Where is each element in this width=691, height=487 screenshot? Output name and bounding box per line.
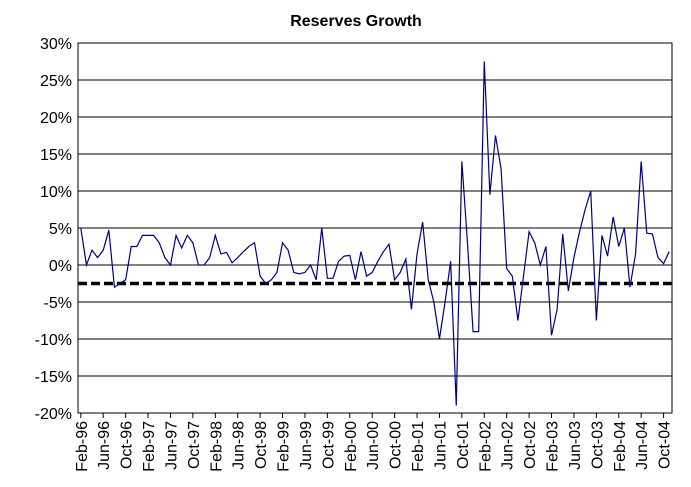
x-tick-label: Oct-02 (522, 421, 539, 469)
x-tick-label: Oct-97 (186, 421, 203, 469)
y-tick-label: 15% (40, 147, 72, 164)
x-tick-label: Feb-02 (477, 421, 494, 472)
y-tick-label: 0% (49, 258, 72, 275)
x-tick-label: Jun-96 (96, 421, 113, 470)
x-tick-label: Oct-98 (253, 421, 270, 469)
x-tick-label: Jun-97 (163, 421, 180, 470)
plot-border (77, 42, 673, 414)
y-tick-label: -5% (44, 295, 72, 312)
y-tick-label: 30% (40, 36, 72, 53)
x-tick-label: Feb-01 (410, 421, 427, 472)
x-tick-label: Oct-03 (589, 421, 606, 469)
x-tick-label: Oct-01 (455, 421, 472, 469)
x-tick-label: Feb-96 (74, 421, 91, 472)
x-tick-label: Oct-00 (388, 421, 405, 469)
x-tick-label: Feb-00 (343, 421, 360, 472)
x-tick-label: Jun-00 (365, 421, 382, 470)
y-tick-label: -20% (35, 406, 72, 423)
y-tick-label: -10% (35, 332, 72, 349)
series-line (80, 61, 670, 406)
x-tick-label: Jun-03 (567, 421, 584, 470)
x-tick-label: Feb-97 (141, 421, 158, 472)
y-tick-label: 5% (49, 221, 72, 238)
x-tick-label: Oct-04 (657, 421, 674, 469)
x-tick-label: Feb-98 (208, 421, 225, 472)
x-tick-label: Oct-96 (119, 421, 136, 469)
x-tick-label: Feb-04 (612, 421, 629, 472)
x-tick-label: Jun-99 (298, 421, 315, 470)
y-tick-label: 25% (40, 73, 72, 90)
x-tick-label: Feb-99 (276, 421, 293, 472)
x-tick-label: Feb-03 (545, 421, 562, 472)
x-tick-label: Jun-98 (231, 421, 248, 470)
y-tick-label: 10% (40, 184, 72, 201)
x-tick-label: Jun-04 (634, 421, 651, 470)
y-tick-label: -15% (35, 369, 72, 386)
chart-title: Reserves Growth (290, 13, 422, 30)
x-tick-label: Jun-01 (432, 421, 449, 470)
y-tick-label: 20% (40, 110, 72, 127)
x-tick-label: Oct-99 (320, 421, 337, 469)
x-tick-label: Jun-02 (500, 421, 517, 470)
